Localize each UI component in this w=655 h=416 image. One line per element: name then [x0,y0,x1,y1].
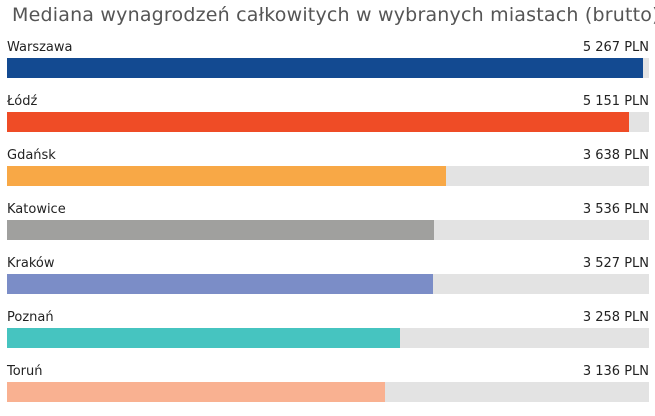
bar-value-label: 3 136 PLN [582,364,649,379]
bar-track [7,274,649,294]
bar-fill [7,274,433,294]
bar-row: Łódź 5 151 PLN [7,92,649,146]
bar-fill [7,220,434,240]
bar-category-label: Katowice [7,202,66,217]
bar-fill [7,328,400,348]
bar-value-label: 5 151 PLN [582,94,649,109]
bar-track [7,58,649,78]
bar-track [7,112,649,132]
bar-row: Katowice 3 536 PLN [7,200,649,254]
bar-value-label: 3 527 PLN [582,256,649,271]
bar-track [7,220,649,240]
bar-row: Toruń 3 136 PLN [7,362,649,416]
bar-fill [7,382,385,402]
bar-row: Warszawa 5 267 PLN [7,38,649,92]
bar-list: Warszawa 5 267 PLN Łódź 5 151 PLN Gdańsk 3 63… [7,38,649,416]
bar-row: Gdańsk 3 638 PLN [7,146,649,200]
chart-title: Mediana wynagrodzeń całkowitych w wybran… [12,4,655,26]
bar-category-label: Kraków [7,256,55,271]
bar-fill [7,58,643,78]
bar-fill [7,166,446,186]
bar-fill [7,112,629,132]
bar-row: Poznań 3 258 PLN [7,308,649,362]
bar-value-label: 3 536 PLN [582,202,649,217]
bar-row: Kraków 3 527 PLN [7,254,649,308]
bar-category-label: Gdańsk [7,148,56,163]
bar-category-label: Łódź [7,94,38,109]
bar-value-label: 5 267 PLN [582,40,649,55]
bar-track [7,328,649,348]
bar-category-label: Toruń [7,364,43,379]
bar-value-label: 3 638 PLN [582,148,649,163]
bar-track [7,166,649,186]
bar-category-label: Poznań [7,310,54,325]
bar-category-label: Warszawa [7,40,73,55]
bar-track [7,382,649,402]
bar-value-label: 3 258 PLN [582,310,649,325]
